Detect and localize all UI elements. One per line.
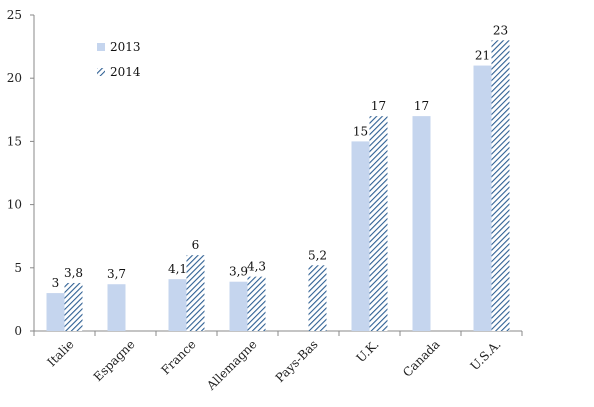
category-label: Pays-Bas [273, 337, 321, 385]
bar-2014 [247, 276, 266, 331]
data-label-2014: 23 [493, 23, 508, 37]
bar-2014 [308, 265, 327, 331]
y-tick-label: 15 [7, 134, 22, 148]
y-tick-label: 0 [14, 324, 22, 338]
legend-swatch-2013 [97, 43, 105, 51]
legend: 2013 2014 [97, 40, 141, 79]
category-label: U.K. [354, 337, 382, 365]
data-label-2013: 15 [353, 124, 368, 138]
y-tick-label: 5 [14, 261, 22, 275]
bar-2013 [107, 284, 126, 331]
axes: 0 5 10 15 20 25 Italie Espagne France Allemagne Pa… [7, 8, 523, 393]
data-label-2013: 17 [414, 99, 429, 113]
legend-label-2014: 2014 [110, 65, 141, 79]
bar-2014 [186, 255, 205, 331]
category-label: Italie [44, 337, 76, 369]
y-tick-label: 10 [7, 198, 22, 212]
bar-2014 [369, 116, 388, 332]
data-label-2013: 21 [475, 49, 490, 63]
y-tick-label: 25 [7, 8, 22, 22]
data-label-2013: 4,1 [168, 262, 187, 276]
category-label: Allemagne [203, 337, 259, 393]
data-label-2013: 3 [52, 276, 60, 290]
legend-swatch-2014 [97, 68, 105, 76]
bar-2013 [46, 293, 65, 331]
data-label-2014: 5,2 [308, 248, 327, 262]
category-label: U.S.A. [468, 337, 504, 373]
category-label: Canada [400, 337, 442, 379]
y-tick-label: 20 [7, 71, 22, 85]
data-label-2013: 3,7 [107, 267, 126, 281]
bar-2014 [491, 40, 510, 331]
bar-2013 [229, 281, 248, 331]
data-label-2014: 3,8 [64, 266, 83, 280]
bars [46, 40, 510, 332]
legend-label-2013: 2013 [110, 40, 141, 54]
bar-2013 [351, 141, 370, 331]
data-label-2014: 4,3 [247, 260, 266, 274]
data-label-2013: 3,9 [229, 265, 248, 279]
category-label: Espagne [91, 337, 138, 384]
bar-2013 [473, 65, 492, 331]
bar-2014 [64, 282, 83, 331]
bar-2013 [168, 279, 187, 331]
data-label-2014: 6 [192, 238, 200, 252]
data-label-2014: 17 [371, 99, 386, 113]
bar-2013 [412, 116, 431, 332]
category-label: France [158, 337, 198, 377]
